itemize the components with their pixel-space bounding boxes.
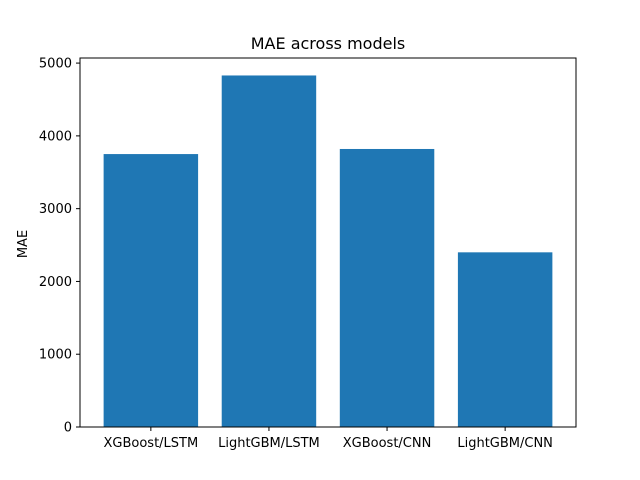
plot-area-frame <box>79 57 577 428</box>
y-axis-ticks: 0 1000 2000 3000 4000 5000 <box>39 57 80 436</box>
bar-xgboost-cnn <box>339 148 435 428</box>
y-axis-label: MAE <box>16 230 31 258</box>
x-tick-label: LightGBM/CNN <box>457 436 553 451</box>
bar-lightgbm-cnn <box>457 252 553 427</box>
y-tick-label: 5000 <box>39 57 72 72</box>
y-tick-label: 0 <box>64 421 72 436</box>
x-axis-ticks: XGBoost/LSTM LightGBM/LSTM XGBoost/CNN Ligh… <box>104 427 553 451</box>
bar-xgboost-lstm <box>103 154 199 427</box>
y-tick-label: 1000 <box>39 348 72 363</box>
y-tick-label: 3000 <box>39 202 72 217</box>
y-tick-label: 4000 <box>39 129 72 144</box>
bars-group <box>103 75 553 428</box>
bar-lightgbm-lstm <box>221 75 317 427</box>
x-tick-label: LightGBM/LSTM <box>218 436 320 451</box>
x-tick-label: XGBoost/CNN <box>343 436 432 451</box>
x-tick-label: XGBoost/LSTM <box>104 436 199 451</box>
chart-title: MAE across models <box>251 34 405 53</box>
y-tick-label: 2000 <box>39 275 72 290</box>
